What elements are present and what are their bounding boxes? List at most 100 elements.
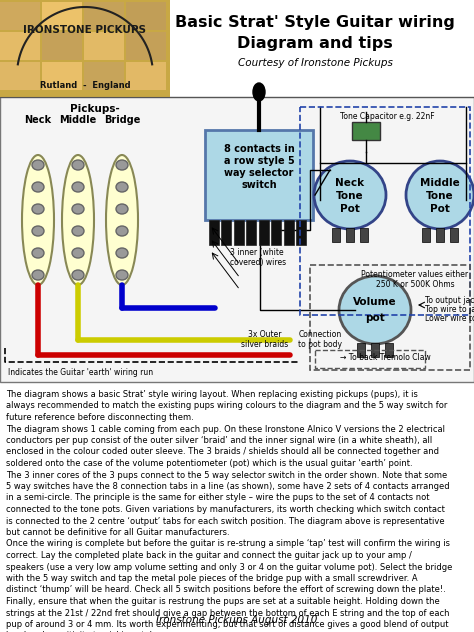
Ellipse shape [116, 248, 128, 258]
Text: Neck: Neck [336, 178, 365, 188]
Ellipse shape [116, 270, 128, 280]
Ellipse shape [72, 270, 84, 280]
Text: To output jack socket-: To output jack socket- [425, 296, 474, 305]
Bar [297, 220, 307, 245]
Bar [205, 130, 313, 220]
Text: enclosed in the colour coded outer sleeve. The 3 braids / shields should all be : enclosed in the colour coded outer sleev… [6, 447, 439, 456]
Ellipse shape [32, 226, 44, 236]
Text: conductors per pup consist of the outer silver ‘braid’ and the inner signal wire: conductors per pup consist of the outer … [6, 436, 432, 445]
Bar [352, 122, 380, 140]
Text: Pot: Pot [430, 204, 450, 214]
Text: Bridge: Bridge [104, 115, 140, 125]
Text: always recommended to match the existing pups wiring colours to the diagram and : always recommended to match the existing… [6, 401, 447, 411]
Text: pot: pot [365, 313, 385, 323]
Text: strings at the 21st / 22nd fret should give a gap between the bottom of each E s: strings at the 21st / 22nd fret should g… [6, 609, 449, 617]
Bar [436, 228, 444, 242]
Ellipse shape [72, 226, 84, 236]
Ellipse shape [116, 160, 128, 170]
Ellipse shape [106, 155, 138, 285]
Ellipse shape [72, 160, 84, 170]
Bar [42, 2, 82, 30]
Text: Volume: Volume [353, 297, 397, 307]
Ellipse shape [22, 155, 54, 285]
Text: with the 5 way switch and tap the metal pole pieces of the bridge pup with a sma: with the 5 way switch and tap the metal … [6, 574, 418, 583]
Text: Potentiometer values either
250 K or 500K Ohms: Potentiometer values either 250 K or 500… [362, 270, 469, 289]
Text: 3 inner (white
covered) wires: 3 inner (white covered) wires [230, 248, 286, 267]
Bar [371, 343, 379, 357]
Text: 8 contacts in: 8 contacts in [224, 144, 294, 154]
Text: IRONSTONE PICKUPS: IRONSTONE PICKUPS [24, 25, 146, 35]
Bar [221, 220, 231, 245]
Text: The diagram shows 1 cable coming from each pup. On these Ironstone Alnico V vers: The diagram shows 1 cable coming from ea… [6, 425, 445, 434]
Text: distinct ‘thump’ will be heard. Check all 5 switch positions before the effort o: distinct ‘thump’ will be heard. Check al… [6, 585, 446, 595]
Bar [126, 62, 166, 90]
Text: switch: switch [241, 180, 277, 190]
Bar [0, 32, 40, 60]
Ellipse shape [72, 248, 84, 258]
Bar [357, 343, 365, 357]
Ellipse shape [406, 161, 474, 229]
Text: Tone: Tone [336, 191, 364, 201]
Text: Pot: Pot [340, 204, 360, 214]
Bar [234, 220, 244, 245]
Bar [209, 220, 219, 245]
Bar [315, 350, 425, 368]
Bar [450, 228, 458, 242]
Bar [84, 2, 124, 30]
Text: 5 way switches have the 8 connection tabs in a line (as shown), some have 2 sets: 5 way switches have the 8 connection tab… [6, 482, 450, 491]
Bar [346, 228, 354, 242]
Text: The 3 inner cores of the 3 pups connect to the 5 way selector switch in the orde: The 3 inner cores of the 3 pups connect … [6, 470, 447, 480]
Text: way selector: way selector [224, 168, 294, 178]
Text: soldered onto the case of the volume potentiometer (pot) which is the usual guit: soldered onto the case of the volume pot… [6, 459, 413, 468]
Ellipse shape [32, 270, 44, 280]
Text: Connection
to pot body: Connection to pot body [298, 330, 342, 349]
Text: Pickups-: Pickups- [70, 104, 120, 114]
Text: speakers (use a very low amp volume setting and only 3 or 4 on the guitar volume: speakers (use a very low amp volume sett… [6, 562, 452, 571]
Bar [42, 32, 82, 60]
Bar [0, 0, 170, 97]
Bar [246, 220, 256, 245]
Text: in a semi-circle. The principle is the same for either style – wire the pups to : in a semi-circle. The principle is the s… [6, 494, 429, 502]
Text: Top wire to jack tip: Top wire to jack tip [425, 305, 474, 314]
Bar [126, 2, 166, 30]
Bar [126, 32, 166, 60]
Bar [310, 265, 470, 370]
Text: Basic Strat' Style Guitar wiring: Basic Strat' Style Guitar wiring [175, 15, 455, 30]
Text: Middle: Middle [420, 178, 460, 188]
Ellipse shape [116, 182, 128, 192]
Bar [360, 228, 368, 242]
Text: Indicates the Guitar 'earth' wiring run: Indicates the Guitar 'earth' wiring run [8, 368, 153, 377]
Bar [0, 2, 40, 30]
Bar [272, 220, 282, 245]
Text: is connected to the 2 centre ‘output’ tabs for each switch position. The diagram: is connected to the 2 centre ‘output’ ta… [6, 516, 445, 525]
Text: The diagram shows a basic Strat’ style wiring layout. When replacing existing pi: The diagram shows a basic Strat’ style w… [6, 390, 418, 399]
Text: Lower wire to jack body: Lower wire to jack body [425, 314, 474, 323]
Text: but cannot be definitive for all Guitar manufacturers.: but cannot be definitive for all Guitar … [6, 528, 229, 537]
Text: pup of around 3 or 4 mm. Its worth experimenting, but that sort of distance give: pup of around 3 or 4 mm. Its worth exper… [6, 620, 448, 629]
Text: 3x Outer
silver braids: 3x Outer silver braids [241, 330, 289, 349]
Text: Finally, ensure that when the guitar is restrung the pups are set at a suitable : Finally, ensure that when the guitar is … [6, 597, 440, 606]
Text: a row style 5: a row style 5 [224, 156, 294, 166]
Ellipse shape [116, 226, 128, 236]
Text: Middle: Middle [59, 115, 97, 125]
Ellipse shape [32, 204, 44, 214]
Ellipse shape [314, 161, 386, 229]
Text: Once the wiring is complete but before the guitar is re-strung a simple ‘tap’ te: Once the wiring is complete but before t… [6, 540, 450, 549]
Bar [259, 220, 269, 245]
Text: Tone Capacitor e.g. 22nF: Tone Capacitor e.g. 22nF [340, 112, 435, 121]
Ellipse shape [72, 182, 84, 192]
Text: Ironstone Pickups August 2010: Ironstone Pickups August 2010 [156, 615, 318, 625]
Text: Diagram and tips: Diagram and tips [237, 36, 393, 51]
Text: Tone: Tone [426, 191, 454, 201]
Ellipse shape [72, 204, 84, 214]
Bar [422, 228, 430, 242]
Bar [84, 32, 124, 60]
Ellipse shape [62, 155, 94, 285]
Bar [300, 107, 470, 315]
Ellipse shape [339, 276, 411, 344]
Ellipse shape [32, 182, 44, 192]
Bar [332, 228, 340, 242]
Text: correct. Lay the completed plate back in the guitar and connect the guitar jack : correct. Lay the completed plate back in… [6, 551, 412, 560]
Text: Rutland  -  England: Rutland - England [40, 80, 130, 90]
Bar [284, 220, 294, 245]
